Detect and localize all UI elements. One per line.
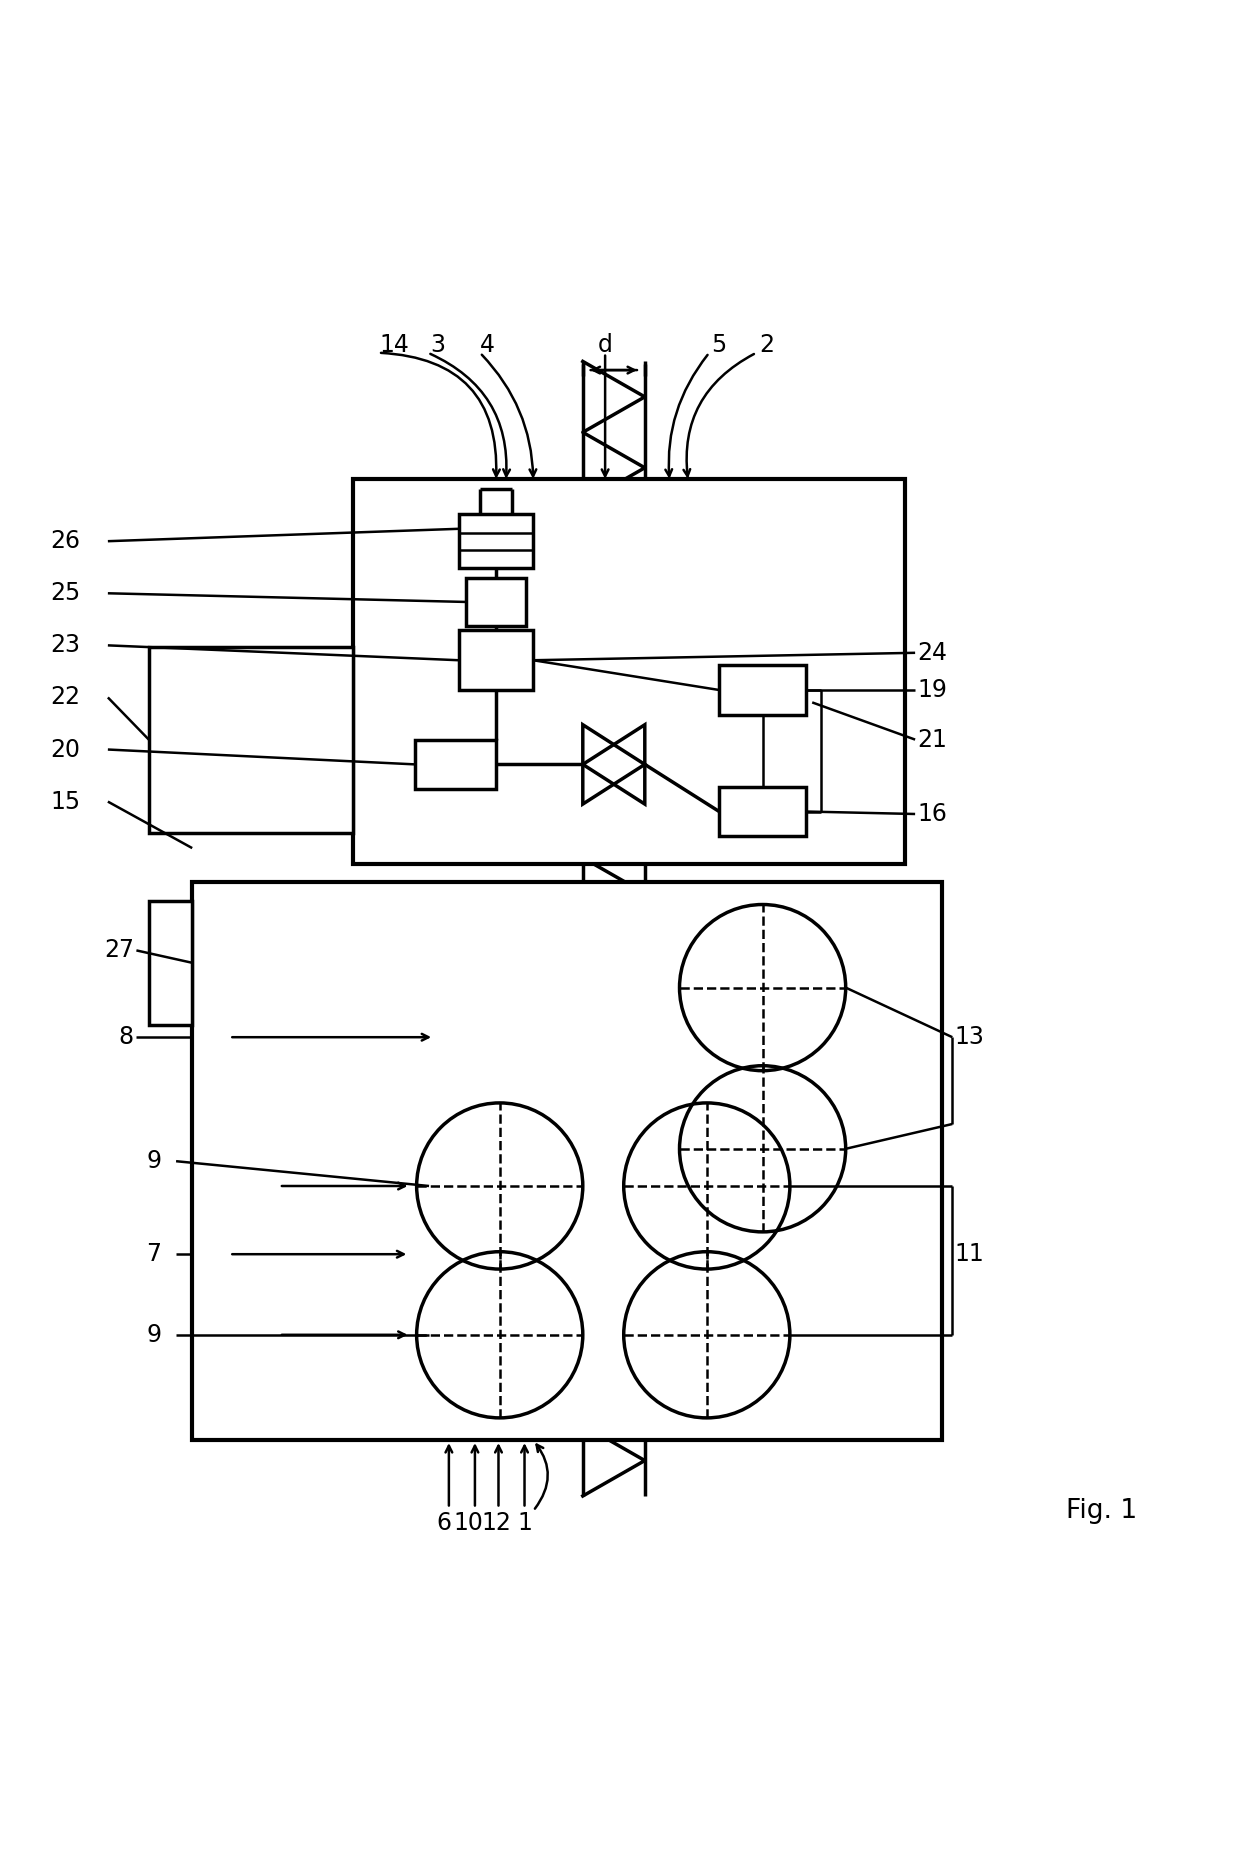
Bar xyxy=(466,578,526,625)
Text: 3: 3 xyxy=(430,334,445,356)
Text: 9: 9 xyxy=(146,1150,161,1172)
Text: d: d xyxy=(598,334,613,356)
Bar xyxy=(149,900,192,1024)
Text: 15: 15 xyxy=(51,790,81,814)
Text: 12: 12 xyxy=(481,1512,511,1535)
Text: 22: 22 xyxy=(51,685,81,709)
Text: 24: 24 xyxy=(918,642,947,664)
Text: 1: 1 xyxy=(517,1512,532,1535)
Bar xyxy=(192,882,942,1441)
Text: 7: 7 xyxy=(146,1242,161,1266)
Text: Fig. 1: Fig. 1 xyxy=(1066,1497,1137,1523)
Text: 10: 10 xyxy=(454,1512,484,1535)
Text: 20: 20 xyxy=(51,737,81,762)
Text: 8: 8 xyxy=(119,1024,134,1049)
Bar xyxy=(353,478,905,863)
Text: 26: 26 xyxy=(51,529,81,553)
Bar xyxy=(719,786,806,837)
Text: 9: 9 xyxy=(146,1323,161,1347)
Bar xyxy=(149,647,353,833)
Text: 27: 27 xyxy=(104,938,134,962)
Text: 11: 11 xyxy=(955,1242,985,1266)
Text: 23: 23 xyxy=(51,634,81,657)
Bar xyxy=(459,630,533,690)
Text: 4: 4 xyxy=(480,334,495,356)
Text: 25: 25 xyxy=(51,582,81,606)
Bar xyxy=(459,514,533,568)
Text: 5: 5 xyxy=(712,334,727,356)
Text: 6: 6 xyxy=(436,1512,451,1535)
Text: 14: 14 xyxy=(379,334,409,356)
Text: 2: 2 xyxy=(759,334,774,356)
Text: 16: 16 xyxy=(918,803,947,825)
Text: 21: 21 xyxy=(918,728,947,752)
Text: 13: 13 xyxy=(955,1024,985,1049)
Bar xyxy=(415,739,496,790)
Bar xyxy=(719,666,806,715)
Text: 19: 19 xyxy=(918,677,947,702)
